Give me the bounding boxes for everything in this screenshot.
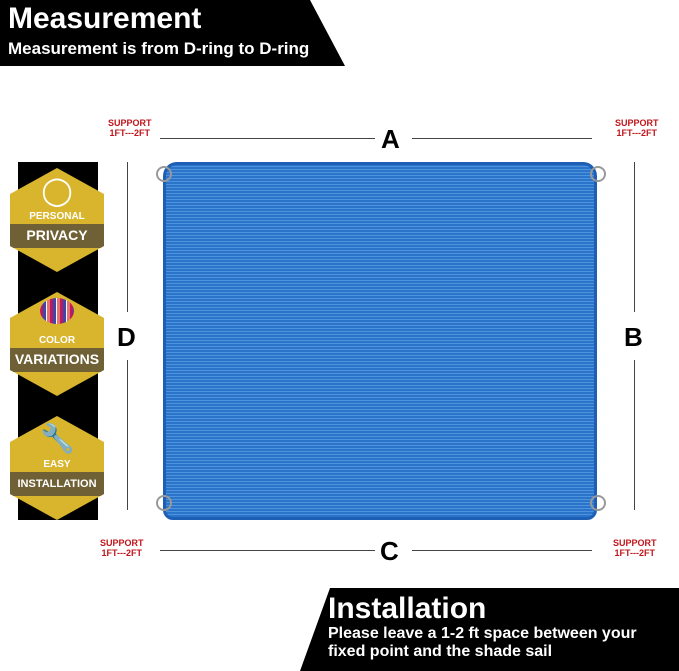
badge-color: COLOR VARIATIONS: [10, 292, 104, 396]
support-label: SUPPORT 1FT---2FT: [100, 538, 144, 558]
dimension-line: [160, 138, 375, 139]
d-ring: [156, 495, 172, 511]
dimension-line: [412, 550, 592, 551]
d-ring: [590, 166, 606, 182]
eye-slash-icon: ◯: [41, 175, 73, 206]
footer-subtitle: Please leave a 1-2 ft space between your…: [328, 625, 637, 660]
support-label: SUPPORT 1FT---2FT: [615, 118, 659, 138]
header-title: Measurement: [8, 2, 202, 35]
shade-sail: [163, 162, 597, 520]
dimension-d: D: [117, 322, 136, 352]
dimension-line: [160, 550, 375, 551]
d-ring: [590, 495, 606, 511]
dimension-line: [412, 138, 592, 139]
dimension-a: A: [381, 124, 400, 154]
dimension-b: B: [624, 322, 643, 352]
dimension-line: [127, 162, 128, 312]
header-banner: [0, 0, 345, 66]
support-label: SUPPORT 1FT---2FT: [108, 118, 152, 138]
dimension-line: [634, 360, 635, 510]
badge-installation: 🔧 EASY INSTALLATION: [10, 416, 104, 520]
header-subtitle: Measurement is from D-ring to D-ring: [8, 39, 310, 58]
color-stripes-icon: [40, 298, 74, 324]
footer-banner: [300, 588, 679, 671]
dimension-c: C: [380, 536, 399, 566]
support-label: SUPPORT 1FT---2FT: [613, 538, 657, 558]
footer-title: Installation: [328, 592, 487, 625]
d-ring: [156, 166, 172, 182]
dimension-line: [634, 162, 635, 312]
wrench-hand-icon: 🔧: [40, 423, 75, 454]
dimension-line: [127, 360, 128, 510]
